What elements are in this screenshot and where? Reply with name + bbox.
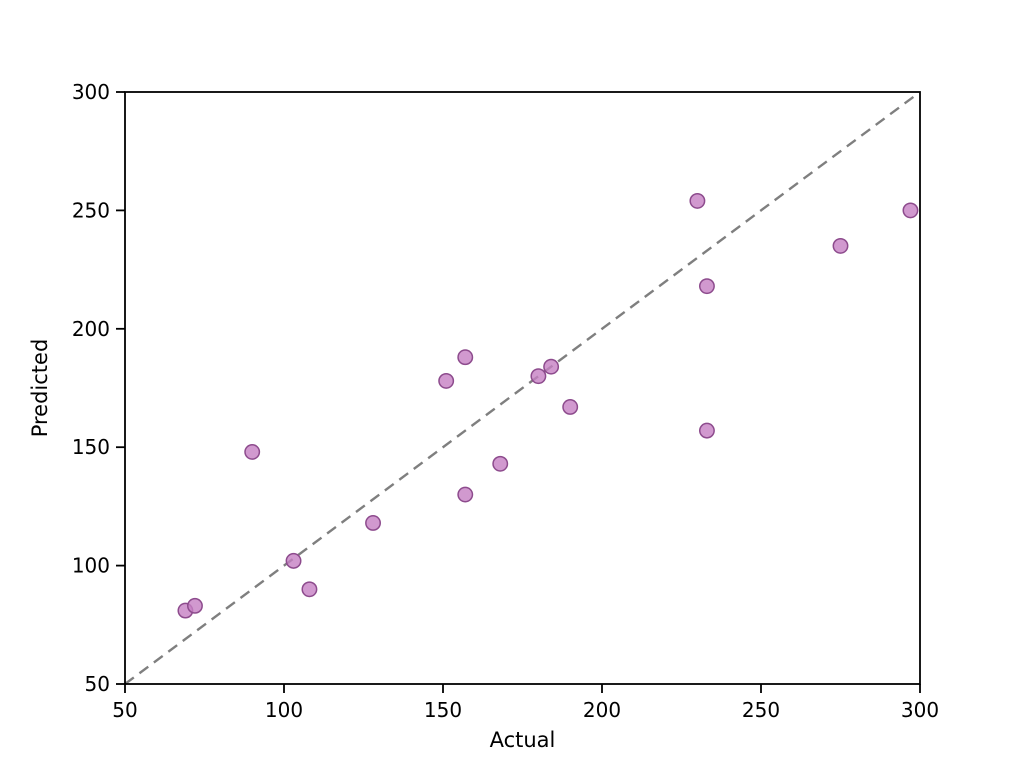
- y-tick-label: 100: [72, 554, 110, 578]
- plot-frame: [124, 91, 921, 685]
- data-point: [492, 455, 509, 472]
- x-tick-label: 300: [901, 698, 939, 722]
- data-point: [689, 192, 706, 209]
- data-point: [244, 443, 261, 460]
- data-point: [543, 358, 560, 375]
- data-point: [438, 372, 455, 389]
- identity-line: [124, 91, 921, 685]
- y-tick-label: 250: [72, 198, 110, 222]
- data-point: [457, 486, 474, 503]
- data-point: [698, 278, 715, 295]
- x-tick-label: 250: [742, 698, 780, 722]
- data-point: [457, 349, 474, 366]
- y-tick-label: 300: [72, 80, 110, 104]
- y-tick-label: 50: [85, 672, 110, 696]
- y-tick-label: 150: [72, 435, 110, 459]
- data-point: [698, 422, 715, 439]
- data-point: [902, 202, 919, 219]
- data-point: [530, 368, 547, 385]
- x-tick-label: 100: [265, 698, 303, 722]
- data-point: [832, 237, 849, 254]
- x-tick-label: 200: [583, 698, 621, 722]
- data-point: [562, 398, 579, 415]
- data-point: [301, 581, 318, 598]
- y-tick-label: 200: [72, 317, 110, 341]
- data-point: [187, 597, 203, 614]
- data-point: [285, 552, 302, 569]
- x-tick-label: 150: [424, 698, 462, 722]
- y-axis-label: Predicted: [28, 339, 52, 438]
- x-axis-label: Actual: [490, 728, 556, 752]
- x-tick-label: 50: [112, 698, 137, 722]
- data-point: [365, 515, 381, 531]
